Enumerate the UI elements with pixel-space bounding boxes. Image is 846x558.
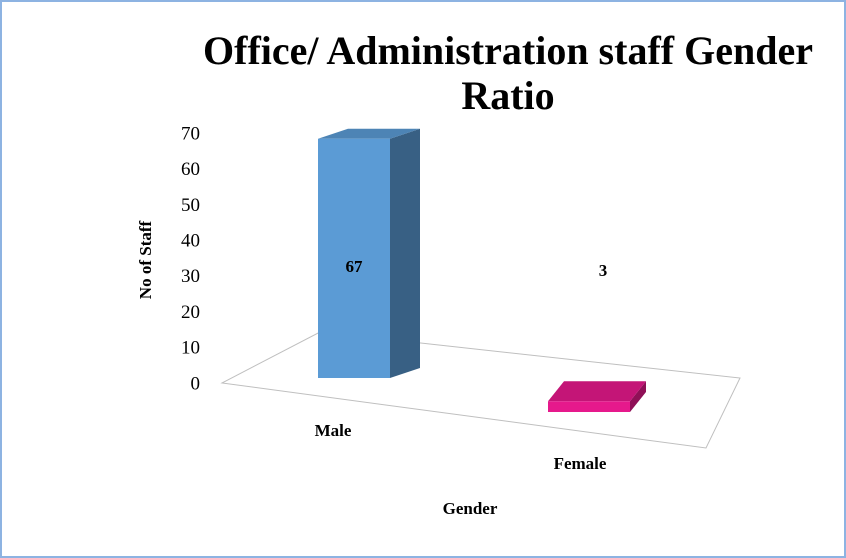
chart-title: Ratio: [461, 73, 554, 118]
bar-top: [318, 128, 420, 139]
chart-title: Office/ Administration staff Gender: [203, 28, 813, 73]
bar-top: [548, 381, 646, 402]
y-tick-label: 30: [181, 266, 200, 287]
y-tick-label: 70: [181, 123, 200, 144]
y-tick-label: 50: [181, 195, 200, 216]
data-label: 67: [346, 257, 364, 276]
bar-side: [630, 381, 646, 412]
y-tick-label: 10: [181, 338, 200, 359]
x-axis-label: Gender: [443, 499, 498, 518]
y-tick-label: 20: [181, 302, 200, 323]
bar: [548, 401, 630, 412]
y-tick-label: 60: [181, 159, 200, 180]
bar-side: [390, 128, 420, 378]
y-tick-label: 0: [191, 373, 201, 394]
data-label: 3: [599, 261, 608, 280]
y-tick-label: 40: [181, 231, 200, 252]
bar: [318, 138, 390, 378]
x-tick-label: Male: [315, 421, 352, 440]
y-axis-label: No of Staff: [136, 220, 155, 299]
x-tick-label: Female: [554, 454, 607, 473]
